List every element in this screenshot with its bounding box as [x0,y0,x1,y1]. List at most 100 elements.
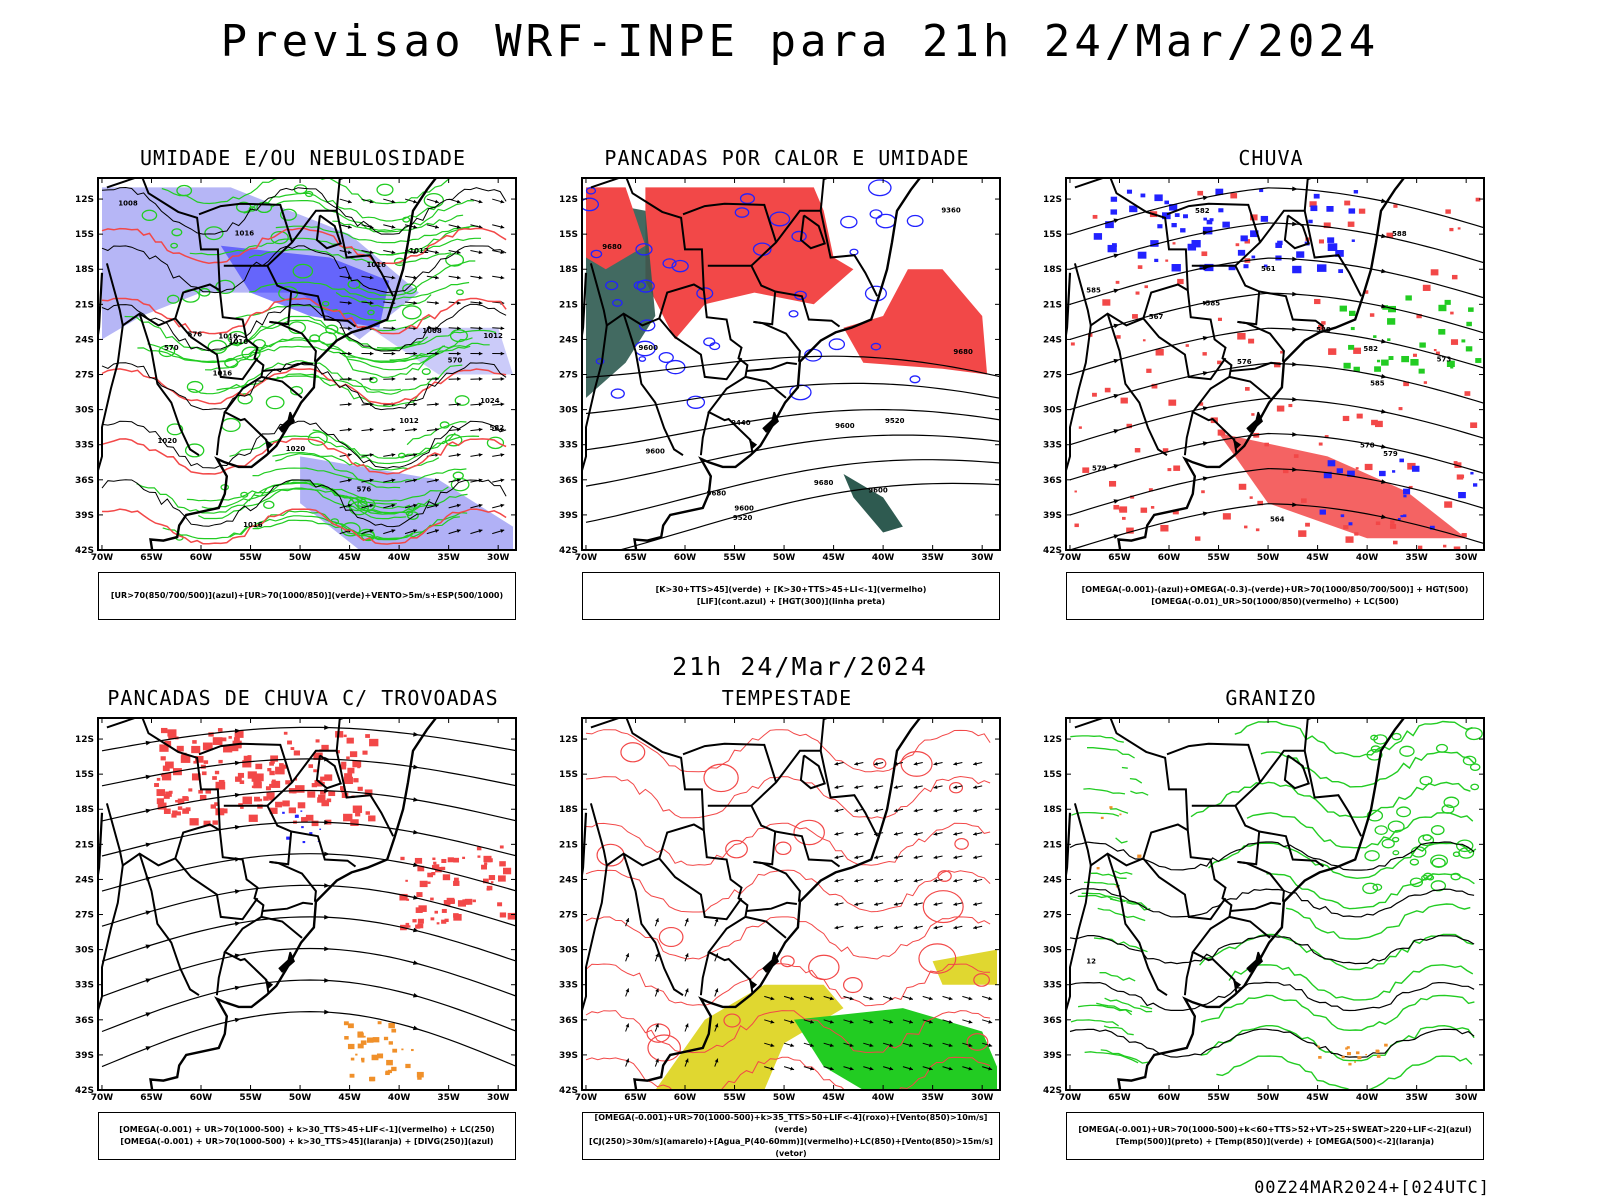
lat-tick-label: 30S [1043,946,1062,956]
lat-tick-label: 30S [75,406,94,416]
lon-tick-label: 65W [140,553,163,563]
lat-tick-label: 42S [1043,546,1062,556]
lon-tick-label: 65W [624,1093,647,1103]
lat-tick-label: 15S [75,230,94,240]
map-chuva: 585 585 588 585 588 582 573 576 579 570 567 564 561 5… [1043,177,1485,563]
panel-title: UMIDADE E/OU NEBULOSIDADE [139,146,467,170]
panel-legend: [K>30+TTS>45](verde) + [K>30+TTS>45+LI<-… [582,572,1000,620]
contour-label: 1020 [286,445,306,453]
legend-line: [UR>70(850/700/500)](azul)+[UR>70(1000/8… [110,591,504,600]
lon-tick-label: 65W [140,1093,163,1103]
panel-pancadas-trovoadas: PANCADAS DE CHUVA C/ TROVOADAS 12S 15S 18S… [68,686,538,1160]
lat-tick-label: 18S [1043,265,1062,275]
lon-tick-label: 30W [971,1093,994,1103]
contour-label: 582 [490,424,505,432]
contour-label: 576 [357,486,372,494]
page-title: Previsao WRF-INPE para 21h 24/Mar/2024 [220,16,1380,67]
lon-tick-label: 30W [971,553,994,563]
lon-tick-label: 30W [1455,553,1478,563]
lon-tick-label: 35W [1405,553,1428,563]
lon-tick-label: 35W [921,1093,944,1103]
contour-label: 564 [1270,515,1285,523]
contour-label: 9520 [733,514,753,522]
lon-tick-label: 50W [289,553,312,563]
lon-tick-label: 60W [674,1093,697,1103]
lon-tick-label: 60W [190,553,213,563]
legend-line: [OMEGA(-0.001)+UR>70(1000-500)+k>35_TTS>… [594,1113,988,1134]
contour-label: 9680 [814,479,834,487]
lat-tick-label: 39S [1043,1051,1062,1061]
lat-tick-label: 18S [1043,805,1062,815]
legend-line: [OMEGA(-0.01)_UR>50(1000/850)(vermelho) … [1151,597,1399,606]
panel-pancadas-calor: PANCADAS POR CALOR E UMIDADE 9680 9680 968… [552,146,1022,620]
contour-label: 1020 [158,437,178,445]
lat-tick-label: 42S [1043,1086,1062,1096]
contour-label: 1016 [229,338,249,346]
panel-chuva: CHUVA 585 585 588 585 588 582 573 576 579 570 567 5… [1036,146,1506,620]
panel-title: PANCADAS POR CALOR E UMIDADE [604,146,970,170]
lat-tick-label: 30S [75,946,94,956]
lat-tick-label: 12S [559,735,578,745]
lat-tick-label: 18S [75,805,94,815]
lat-tick-label: 36S [75,1016,94,1026]
lat-tick-label: 36S [75,476,94,486]
lat-tick-label: 39S [1043,511,1062,521]
lon-tick-label: 30W [1455,1093,1478,1103]
contour-label: 576 [1237,358,1252,366]
lat-tick-label: 27S [1043,911,1062,921]
map-border [1065,717,1485,1091]
contour-label: 582 [1195,207,1210,215]
lon-tick-label: 45W [1306,1093,1329,1103]
valid-time-title: 21h 24/Mar/2024 [672,652,928,681]
panel-umidade: UMIDADE E/OU NEBULOSIDADE 1008 1008 1012 10… [68,146,538,620]
contour-label: 585 [1206,299,1221,307]
lat-tick-label: 27S [559,371,578,381]
lat-tick-label: 30S [559,406,578,416]
lat-tick-label: 27S [75,911,94,921]
contour-label: 561 [1261,265,1276,273]
legend-line: [OMEGA(-0.001) + UR>70(1000-500) + k>30_… [119,1125,495,1134]
lat-tick-label: 42S [559,546,578,556]
contour-label: 576 [188,331,203,339]
contour-label: 9600 [645,448,665,456]
panel-legend: [UR>70(850/700/500)](azul)+[UR>70(1000/8… [98,572,516,620]
lat-tick-label: 21S [75,840,94,850]
lon-tick-label: 40W [388,1093,411,1103]
lon-tick-label: 55W [239,1093,262,1103]
contour-label: 9600 [868,486,888,494]
panel-legend: [OMEGA(-0.001)-(azul)+OMEGA(-0.3)-(verde… [1066,572,1484,620]
lon-tick-label: 70W [91,1093,114,1103]
lon-tick-label: 60W [1158,553,1181,563]
lon-tick-label: 50W [773,1093,796,1103]
geography [582,718,922,1090]
lat-tick-label: 21S [559,840,578,850]
contour-label: 1016 [213,369,233,377]
lat-tick-label: 21S [559,300,578,310]
contour-label: 570 [448,356,463,364]
map-border [581,177,1001,551]
map-border [581,717,1001,1091]
lat-tick-label: 33S [1043,981,1062,991]
lon-tick-label: 40W [872,553,895,563]
lat-tick-label: 18S [559,805,578,815]
contour-label: 579 [1092,464,1107,472]
lon-tick-label: 35W [1405,1093,1428,1103]
lat-tick-label: 39S [559,1051,578,1061]
lon-tick-label: 70W [1059,1093,1082,1103]
contour-label: 9680 [602,243,622,251]
contour-label: 1008 [422,327,442,335]
contour-label: 1016 [367,261,387,269]
legend-line: [K>30+TTS>45](verde) + [K>30+TTS>45+LI<-… [655,585,927,594]
lon-tick-label: 70W [575,1093,598,1103]
contour-label: 579 [1383,450,1398,458]
lon-tick-label: 70W [91,553,114,563]
map-fields [585,729,997,1090]
lat-tick-label: 24S [559,875,578,885]
lon-tick-label: 60W [674,553,697,563]
lat-tick-label: 42S [75,1086,94,1096]
lat-tick-label: 21S [1043,840,1062,850]
map-fields [582,179,1000,550]
lat-tick-label: 15S [1043,770,1062,780]
